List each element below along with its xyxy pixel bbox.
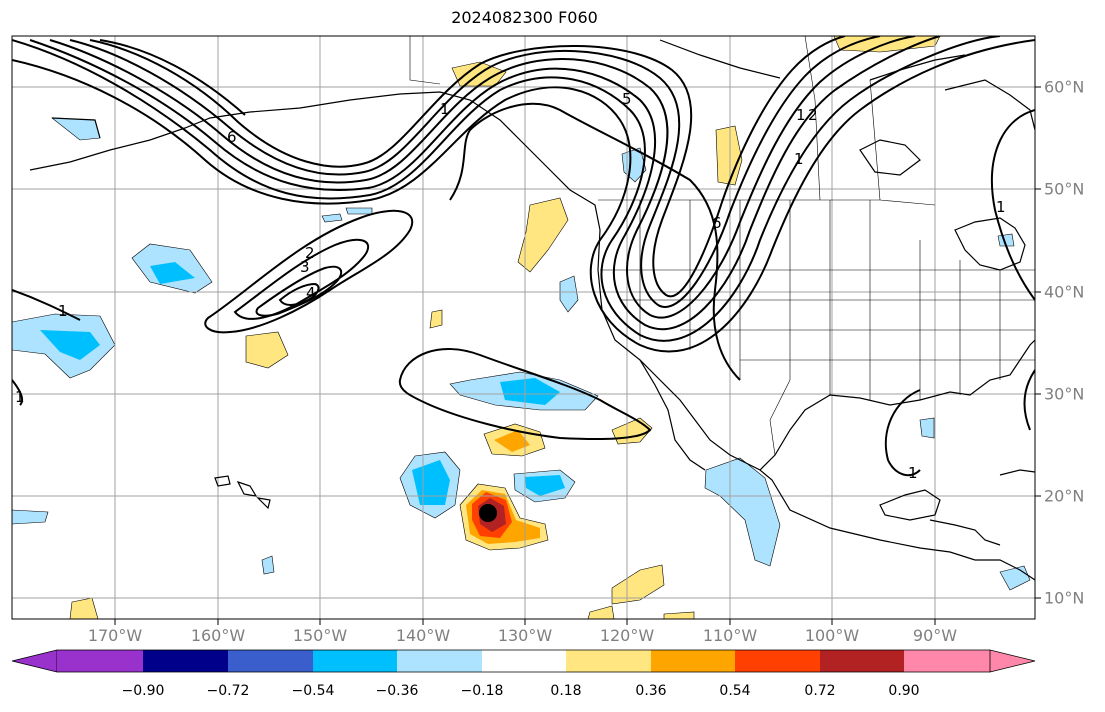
state-borders [409, 36, 1035, 456]
contour-label: 4 [306, 284, 316, 302]
shade-negative [621, 147, 647, 183]
shade-negative [261, 555, 275, 575]
lon-label: 170°W [87, 626, 143, 645]
lat-label: 40°N [1044, 282, 1085, 302]
lon-label: 140°W [395, 626, 451, 645]
lat-label: 10°N [1044, 588, 1085, 608]
shade-negative [919, 417, 935, 439]
lon-label: 110°W [702, 626, 758, 645]
contour-label: 1 [996, 198, 1006, 216]
colorbar [11, 649, 1036, 673]
shade-positive [663, 611, 695, 619]
shade-positive [429, 309, 443, 329]
colorbar-segment [228, 650, 313, 672]
lon-label: 100°W [804, 626, 860, 645]
shade-negative [559, 275, 579, 313]
colorbar-label: 0.18 [550, 683, 582, 699]
colorbar-label: −0.72 [206, 683, 250, 699]
colorbar-segment [397, 650, 482, 672]
colorbar-label: −0.54 [291, 683, 335, 699]
shade-negative [704, 457, 781, 567]
colorbar-label: −0.90 [121, 683, 165, 699]
colorbar-extend-high [989, 649, 1036, 673]
colorbar-segment [735, 650, 820, 672]
contour-label: 1 [15, 388, 25, 406]
map-title: 2024082300 F060 [451, 8, 598, 27]
colorbar-segment [57, 650, 143, 672]
lat-label: 50°N [1044, 179, 1085, 199]
map-frame [11, 35, 1036, 620]
contour-label: 1 [794, 150, 804, 168]
shade-negative [321, 213, 343, 223]
contours [12, 36, 1035, 477]
lon-label: 120°W [599, 626, 655, 645]
colorbar-label: 0.54 [719, 683, 751, 699]
lat-label: 20°N [1044, 486, 1085, 506]
colorbar-segment [566, 650, 651, 672]
contour-label: 1 [908, 464, 918, 482]
colorbar-label: 0.36 [635, 683, 667, 699]
colorbar-extend-low [11, 649, 58, 673]
colorbar-segment [313, 650, 397, 672]
lon-label: 160°W [190, 626, 246, 645]
contour-label: 2 [305, 244, 315, 262]
contour-label: 6 [227, 128, 237, 146]
colorbar-segment [482, 650, 566, 672]
contour-label: 1 [796, 106, 806, 124]
colorbar-label: −0.36 [375, 683, 419, 699]
colorbar-segment [820, 650, 904, 672]
shaded-areas [12, 36, 1031, 619]
map-plot: 1 2 3 4 5 6 1 2 6 1 1 1 1 1 [11, 35, 1041, 625]
contour-label: 2 [808, 106, 818, 124]
shade-positive [69, 597, 99, 619]
shade-positive [611, 564, 665, 605]
gridlines [12, 36, 1035, 619]
lon-label: 90°W [912, 626, 958, 645]
colorbar-label: 0.90 [888, 683, 920, 699]
colorbar-segment [651, 650, 735, 672]
contour-label: 1 [58, 302, 68, 320]
colorbar-label: −0.18 [460, 683, 504, 699]
colorbar-segment [904, 650, 990, 672]
colorbar-label: 0.72 [804, 683, 836, 699]
shade-positive [715, 125, 743, 186]
axis-ticks [114, 86, 1041, 625]
lon-label: 130°W [497, 626, 553, 645]
contour-labels: 1 2 3 4 5 6 1 2 6 1 1 1 1 1 [15, 90, 1006, 482]
shade-negative [12, 509, 49, 525]
lat-label: 60°N [1044, 77, 1085, 97]
shade-positive [245, 331, 289, 369]
shade-negative [345, 207, 373, 215]
contour-label: 3 [300, 258, 310, 276]
colorbar-segment [143, 650, 228, 672]
contour-label: 5 [622, 90, 632, 108]
shade-positive [587, 605, 615, 619]
contour-label: 1 [440, 100, 450, 118]
lon-label: 150°W [292, 626, 348, 645]
lat-label: 30°N [1044, 384, 1085, 404]
contour-label: 6 [712, 214, 722, 232]
